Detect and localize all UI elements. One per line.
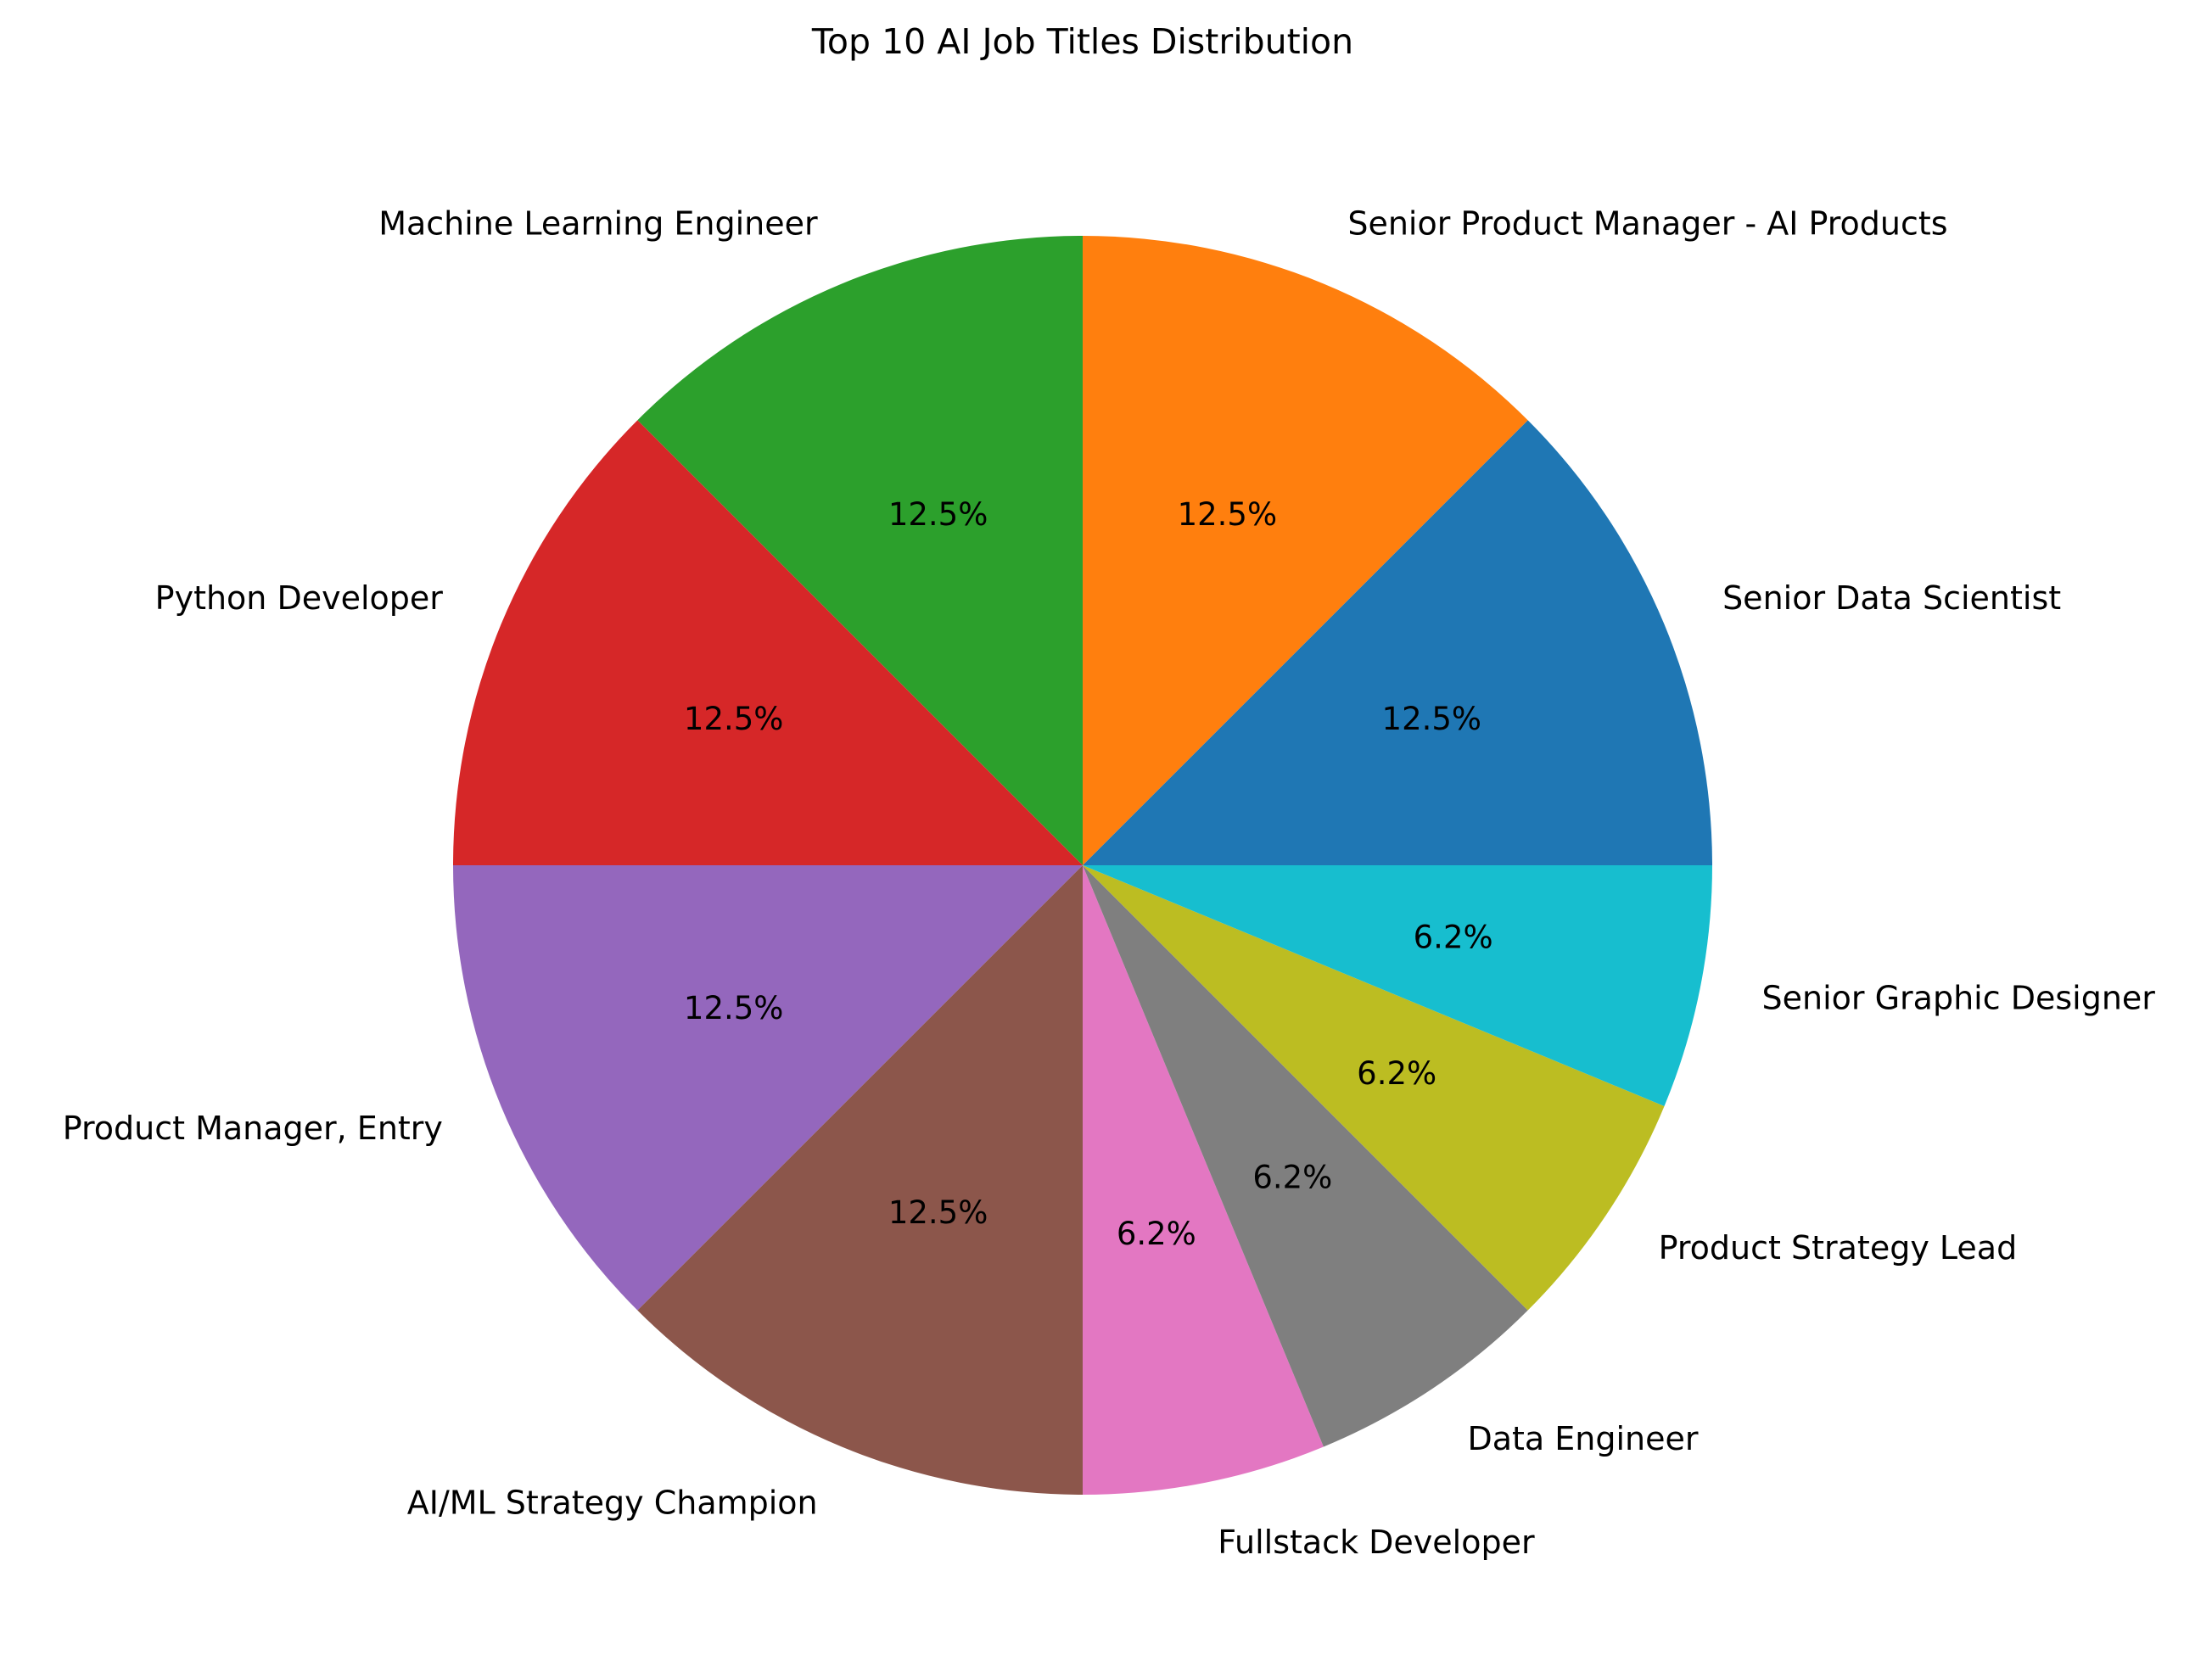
pie-percent-label-data-engineer: 6.2%	[1252, 1160, 1332, 1196]
pie-slice-label-product-strategy-lead: Product Strategy Lead	[1659, 1229, 2018, 1267]
pie-slice-fullstack-developer	[1083, 865, 1324, 1495]
pie-slice-label-ai-ml-strategy-champion: AI/ML Strategy Champion	[407, 1485, 818, 1522]
pie-slice-label-data-engineer: Data Engineer	[1467, 1420, 1698, 1457]
pie-percent-label-senior-graphic-designer: 6.2%	[1414, 919, 1493, 955]
pie-slice-label-senior-product-manager-ai-products: Senior Product Manager - AI Products	[1347, 204, 1947, 242]
pie-slice-product-strategy-lead	[1083, 865, 1665, 1311]
pie-slice-senior-data-scientist	[1083, 420, 1712, 866]
pie-slice-python-developer	[453, 420, 1083, 866]
pie-slice-ai-ml-strategy-champion	[637, 865, 1083, 1495]
pie-slice-senior-product-manager-ai-products	[1083, 236, 1528, 865]
pie-slice-label-python-developer: Python Developer	[155, 579, 444, 617]
pie-percent-label-fullstack-developer: 6.2%	[1117, 1216, 1196, 1252]
pie-slice-label-product-manager-entry: Product Manager, Entry	[63, 1110, 443, 1147]
pie-percent-label-ai-ml-strategy-champion: 12.5%	[888, 1194, 988, 1231]
pie-percent-label-product-strategy-lead: 6.2%	[1357, 1055, 1436, 1092]
pie-percent-label-python-developer: 12.5%	[684, 701, 784, 737]
pie-slice-data-engineer	[1083, 865, 1528, 1447]
pie-slices	[453, 236, 1712, 1495]
pie-slice-label-senior-data-scientist: Senior Data Scientist	[1722, 579, 2061, 617]
chart-title: Top 10 AI Job Titles Distribution	[811, 21, 1353, 62]
pie-slice-labels: Senior Data Scientist Senior Product Mana…	[63, 204, 2156, 1561]
pie-slice-product-manager-entry	[453, 865, 1083, 1311]
pie-slice-senior-graphic-designer	[1083, 865, 1712, 1106]
pie-percent-label-senior-data-scientist: 12.5%	[1382, 701, 1482, 737]
pie-percent-label-machine-learning-engineer: 12.5%	[888, 496, 988, 533]
pie-slice-label-machine-learning-engineer: Machine Learning Engineer	[378, 204, 818, 242]
pie-percent-label-senior-product-manager-ai-products: 12.5%	[1178, 496, 1278, 533]
pie-percent-labels: 12.5% 12.5% 12.5% 12.5% 12.5% 12.5% 6.2% 6.2% 6.…	[684, 496, 1493, 1252]
pie-slice-label-fullstack-developer: Fullstack Developer	[1218, 1524, 1535, 1561]
pie-percent-label-product-manager-entry: 12.5%	[684, 990, 784, 1026]
pie-slice-machine-learning-engineer	[637, 236, 1083, 865]
pie-slice-label-senior-graphic-designer: Senior Graphic Designer	[1762, 980, 2156, 1017]
